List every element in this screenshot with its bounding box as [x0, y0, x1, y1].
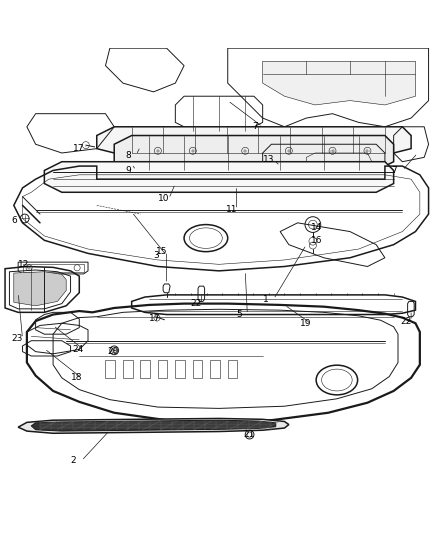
Text: 5: 5: [237, 310, 242, 319]
Text: 9: 9: [125, 166, 131, 175]
Text: 7: 7: [252, 122, 258, 131]
Text: 24: 24: [73, 345, 84, 354]
Text: 23: 23: [12, 334, 23, 343]
Text: 13: 13: [263, 155, 274, 164]
Text: 16: 16: [311, 236, 322, 245]
Polygon shape: [18, 418, 289, 433]
Text: 22: 22: [400, 317, 411, 326]
Text: 1: 1: [263, 295, 268, 304]
Text: 10: 10: [158, 195, 170, 203]
Polygon shape: [44, 161, 394, 192]
Text: 17: 17: [73, 144, 84, 153]
Text: 11: 11: [226, 205, 237, 214]
Text: 20: 20: [108, 347, 119, 356]
Polygon shape: [31, 420, 276, 431]
Text: 17: 17: [149, 314, 161, 324]
Text: 6: 6: [12, 216, 18, 225]
Text: 19: 19: [300, 319, 311, 328]
Polygon shape: [14, 272, 66, 306]
Text: 22: 22: [191, 299, 202, 308]
Text: 15: 15: [155, 247, 167, 256]
Text: 21: 21: [243, 430, 254, 439]
Polygon shape: [114, 135, 394, 171]
Polygon shape: [97, 127, 411, 153]
Text: 3: 3: [153, 251, 159, 260]
Text: 12: 12: [18, 260, 29, 269]
Text: 8: 8: [125, 151, 131, 160]
Polygon shape: [18, 262, 88, 274]
Text: 14: 14: [311, 223, 322, 232]
Text: 18: 18: [71, 373, 82, 382]
Polygon shape: [263, 61, 416, 105]
Text: 7: 7: [392, 166, 397, 175]
Text: 2: 2: [71, 456, 76, 465]
